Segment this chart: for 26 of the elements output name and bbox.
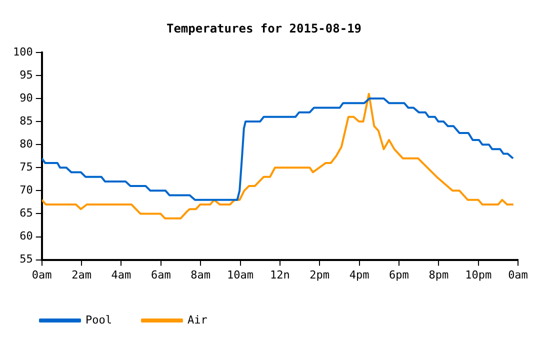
legend-label: Air (187, 313, 208, 326)
y-tick-label: 100 (12, 45, 33, 58)
y-tick-label: 80 (20, 137, 33, 150)
x-tick-label: 10pm (465, 268, 492, 282)
y-tick-label: 95 (20, 68, 33, 82)
y-tick-label: 75 (20, 160, 33, 174)
y-tick-label: 70 (20, 184, 33, 197)
chart-title: Temperatures for 2015-08-19 (166, 21, 362, 36)
y-tick-label: 65 (20, 206, 33, 220)
y-tick-label: 85 (20, 114, 33, 128)
x-tick-label: 2pm (310, 268, 330, 282)
x-tick-label: 4pm (349, 268, 370, 282)
x-tick-label: 10am (227, 268, 254, 282)
x-tick-label: 4am (111, 268, 132, 282)
y-tick-label: 55 (20, 252, 33, 266)
x-tick-label: 0am (32, 268, 52, 282)
x-tick-label: 6am (150, 268, 172, 282)
x-tick-label: 6pm (389, 268, 410, 282)
x-tick-label: 8am (190, 268, 211, 282)
legend-label: Pool (86, 313, 112, 326)
y-tick-label: 90 (20, 91, 33, 104)
x-tick-label: 2am (72, 268, 92, 282)
x-tick-label: 8pm (428, 268, 449, 282)
x-tick-label: 12n (270, 268, 290, 282)
y-tick-label: 60 (20, 230, 33, 243)
x-tick-label: 0am (508, 268, 528, 282)
